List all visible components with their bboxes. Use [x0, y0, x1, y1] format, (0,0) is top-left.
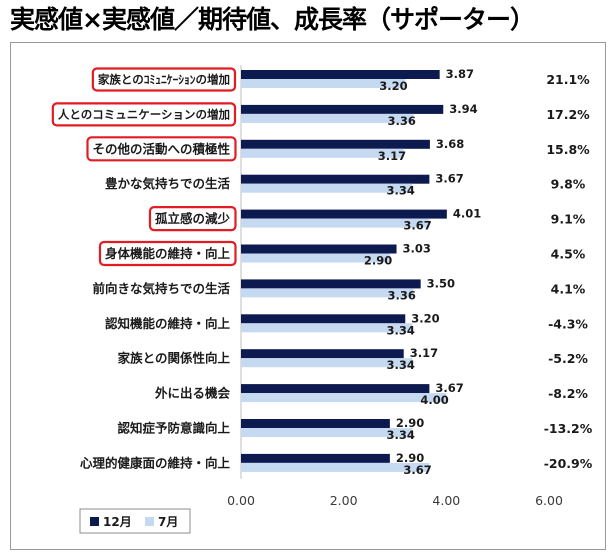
highlight-box: [98, 240, 237, 267]
bar-12gatsu: [241, 104, 444, 114]
legend-label-7gatsu: 7月: [158, 515, 178, 529]
growth-rate-label: 9.1%: [551, 212, 586, 227]
category-label: 豊かな気持ちでの生活: [105, 176, 231, 191]
bar-7gatsu: [241, 428, 413, 437]
bar-7gatsu: [241, 288, 414, 298]
x-tick-label: 4.00: [432, 493, 460, 508]
highlight-box: [91, 67, 237, 92]
value-label-12gatsu: 3.03: [403, 242, 431, 256]
value-label-7gatsu: 3.36: [387, 288, 415, 302]
value-label-7gatsu: 3.34: [386, 184, 414, 198]
bar-12gatsu: [241, 453, 390, 463]
x-tick-label: 2.00: [330, 493, 358, 508]
growth-rate-label: -13.2%: [544, 421, 593, 436]
category-label: その他の活動への積極性: [92, 141, 230, 156]
growth-rate-label: -4.3%: [548, 316, 588, 331]
growth-rate-label: 9.8%: [551, 177, 586, 192]
bar-12gatsu: [241, 139, 430, 149]
value-label-12gatsu: 3.94: [449, 102, 477, 116]
bar-12gatsu: [241, 384, 430, 394]
value-label-12gatsu: 3.17: [410, 346, 438, 360]
growth-rate-label: 21.1%: [546, 72, 590, 87]
value-label-12gatsu: 3.68: [436, 137, 464, 151]
category-label: 認知機能の維持・向上: [105, 316, 231, 331]
value-label-7gatsu: 3.34: [386, 428, 414, 442]
bar-7gatsu: [241, 323, 413, 333]
category-label: 身体機能の維持・向上: [105, 246, 231, 261]
bar-12gatsu: [241, 279, 421, 289]
bar-7gatsu: [241, 462, 430, 472]
category-label: 認知症予防意識向上: [117, 421, 230, 436]
value-label-7gatsu: 3.36: [387, 114, 415, 128]
value-label-7gatsu: 3.67: [403, 219, 431, 233]
value-label-12gatsu: 3.50: [427, 276, 455, 290]
category-label: 前向きな気持ちでの生活: [92, 281, 230, 296]
highlight-box: [148, 206, 237, 232]
growth-rate-label: -20.9%: [544, 456, 593, 471]
value-label-12gatsu: 2.90: [396, 451, 424, 465]
bar-7gatsu: [241, 218, 430, 228]
value-label-7gatsu: 3.20: [379, 79, 407, 93]
page-title: 実感値×実感値／期待値、成長率（サポーター）: [10, 5, 535, 34]
value-label-12gatsu: 3.87: [446, 67, 474, 81]
bar-12gatsu: [241, 244, 397, 254]
bar-12gatsu: [241, 174, 430, 184]
bar-12gatsu: [241, 70, 440, 79]
growth-rate-label: -5.2%: [548, 351, 588, 366]
bar-12gatsu: [241, 209, 447, 219]
growth-rate-label: 4.5%: [551, 247, 586, 262]
value-label-7gatsu: 4.00: [420, 393, 448, 407]
bar-7gatsu: [241, 148, 404, 158]
bar-12gatsu: [241, 419, 390, 428]
bar-12gatsu: [241, 314, 406, 324]
value-label-12gatsu: 2.90: [396, 416, 424, 430]
growth-rate-label: -8.2%: [548, 386, 588, 401]
bar-7gatsu: [241, 113, 414, 123]
highlight-box: [86, 136, 237, 162]
legend-swatch-7gatsu: [145, 517, 154, 526]
highlight-box: [51, 102, 237, 127]
bar-7gatsu: [241, 79, 406, 88]
value-label-7gatsu: 3.34: [386, 358, 414, 372]
bar-12gatsu: [241, 349, 404, 359]
growth-rate-label: 17.2%: [546, 107, 590, 122]
value-label-12gatsu: 3.67: [435, 381, 463, 395]
bar-7gatsu: [241, 358, 413, 368]
value-label-7gatsu: 3.67: [403, 463, 431, 477]
bar-7gatsu: [241, 253, 390, 263]
value-label-12gatsu: 3.20: [411, 311, 439, 325]
x-tick-label: 6.00: [535, 493, 563, 508]
category-label: 家族とのｺﾐｭﾆｹｰｼｮﾝの増加: [98, 73, 230, 87]
category-label: 家族との関係性向上: [118, 351, 231, 366]
bar-7gatsu: [241, 393, 447, 403]
category-label: 外に出る機会: [154, 386, 231, 401]
value-label-7gatsu: 2.90: [364, 254, 392, 268]
growth-rate-label: 15.8%: [546, 142, 590, 157]
legend-swatch-12gatsu: [90, 517, 99, 526]
bar-7gatsu: [241, 183, 413, 193]
x-tick-label: 0.00: [227, 493, 255, 508]
value-label-12gatsu: 4.01: [453, 207, 481, 221]
category-label: 孤立感の減少: [155, 211, 231, 226]
value-label-7gatsu: 3.34: [386, 323, 414, 337]
value-label-12gatsu: 3.67: [435, 172, 463, 186]
growth-rate-label: 4.1%: [551, 281, 586, 296]
value-label-7gatsu: 3.17: [378, 149, 406, 163]
category-label: 人とのコミュニケーションの増加: [58, 107, 230, 121]
category-label: 心理的健康面の維持・向上: [80, 455, 231, 470]
legend-label-12gatsu: 12月: [103, 515, 132, 529]
